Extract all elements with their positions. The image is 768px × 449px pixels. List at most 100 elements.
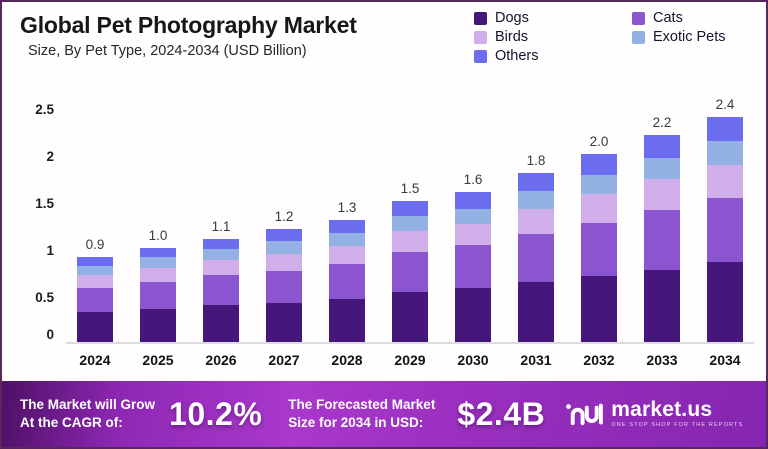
bar-group: 0.9	[72, 237, 118, 342]
bar-total-label: 1.2	[274, 209, 294, 225]
bar-total-label: 1.6	[463, 171, 483, 187]
bar-segment-dogs	[707, 262, 743, 342]
bar-segment-birds	[203, 260, 239, 276]
y-tick-label: 0	[46, 327, 54, 342]
bar-segment-others	[77, 257, 113, 266]
bar-segment-exotic-pets	[77, 265, 113, 276]
header: Global Pet Photography Market Size, By P…	[20, 12, 357, 59]
bar-segment-exotic-pets	[329, 232, 365, 247]
x-axis-tick-label: 2031	[520, 352, 552, 368]
x-axis-tick-label: 2034	[709, 352, 741, 368]
bar-stack	[581, 154, 617, 342]
dogs-swatch-icon	[474, 11, 487, 25]
bar-segment-others	[329, 219, 365, 233]
bar-stack	[140, 248, 176, 342]
bar-total-label: 2.2	[652, 115, 672, 131]
bar-segment-others	[518, 172, 554, 191]
bar-segment-cats	[329, 264, 365, 299]
bar-group: 1.5	[387, 181, 433, 342]
x-axis-tick-label: 2028	[331, 352, 363, 368]
bar-segment-dogs	[203, 305, 239, 342]
y-tick-label: 1.5	[35, 196, 54, 211]
bar-stack	[455, 191, 491, 342]
bar-segment-others	[203, 238, 239, 249]
bar-segment-dogs	[329, 298, 365, 342]
stacked-bar-chart: 0 0.5 1 1.5 2 2.5 0.9 1.0 1.1 1.2 1.3 1.5 1.6 1.8 2.0…	[2, 80, 766, 380]
bar-segment-exotic-pets	[266, 241, 302, 254]
logo-tagline: ONE STOP SHOP FOR THE REPORTS	[611, 422, 744, 429]
x-axis-tick-label: 2029	[394, 352, 426, 368]
bar-segment-others	[644, 135, 680, 158]
legend-item-dogs: Dogs	[474, 10, 632, 26]
bar-segment-cats	[77, 287, 113, 312]
bar-stack	[392, 201, 428, 342]
bar-total-label: 1.1	[211, 218, 231, 234]
bar-segment-exotic-pets	[644, 157, 680, 180]
legend: Dogs Cats Birds Exotic Pets Others	[474, 10, 750, 64]
bar-stack	[707, 116, 743, 342]
logo-text: market.us	[611, 398, 713, 422]
bar-segment-exotic-pets	[203, 248, 239, 261]
legend-item-others: Others	[474, 48, 632, 64]
legend-item-cats: Cats	[632, 10, 750, 26]
bar-segment-cats	[707, 198, 743, 263]
marketus-logo: market.us ONE STOP SHOP FOR THE REPORTS	[565, 399, 743, 429]
bar-stack	[266, 229, 302, 342]
bar-segment-cats	[203, 275, 239, 306]
bar-segment-cats	[266, 270, 302, 303]
page-title: Global Pet Photography Market	[20, 12, 357, 38]
bar-segment-birds	[140, 267, 176, 282]
bar-segment-dogs	[581, 276, 617, 342]
bar-segment-birds	[644, 179, 680, 211]
bar-segment-dogs	[392, 292, 428, 342]
bar-group: 1.2	[261, 209, 307, 342]
bar-total-label: 1.8	[526, 152, 546, 168]
bar-segment-dogs	[140, 309, 176, 342]
bar-segment-others	[140, 248, 176, 258]
bar-group: 1.6	[450, 172, 496, 342]
bar-segment-birds	[266, 253, 302, 271]
bar-segment-exotic-pets	[518, 190, 554, 209]
y-tick-label: 1	[46, 243, 54, 258]
exotic-pets-swatch-icon	[632, 30, 645, 44]
bar-segment-birds	[329, 246, 365, 265]
bar-total-label: 2.4	[715, 96, 735, 112]
bar-segment-others	[581, 154, 617, 175]
bar-segment-dogs	[644, 269, 680, 342]
bar-group: 1.0	[135, 228, 181, 342]
y-axis: 0 0.5 1 1.5 2 2.5	[2, 80, 54, 344]
bar-segment-birds	[392, 231, 428, 252]
legend-label: Dogs	[495, 10, 529, 26]
legend-label: Others	[495, 48, 539, 64]
bar-stack	[329, 219, 365, 342]
bar-segment-birds	[581, 194, 617, 223]
bar-segment-cats	[518, 233, 554, 282]
others-swatch-icon	[474, 49, 487, 63]
plot-area: 0.9 1.0 1.1 1.2 1.3 1.5 1.6 1.8 2.0 2.2 2.4	[66, 80, 754, 344]
bar-segment-cats	[455, 245, 491, 289]
legend-label: Cats	[653, 10, 683, 26]
bar-segment-exotic-pets	[392, 216, 428, 232]
bar-segment-exotic-pets	[140, 257, 176, 268]
bar-group: 2.0	[576, 134, 622, 342]
legend-label: Birds	[495, 29, 529, 45]
legend-item-birds: Birds	[474, 29, 632, 45]
legend-item-exotic-pets: Exotic Pets	[632, 29, 750, 45]
bar-segment-dogs	[266, 302, 302, 342]
x-axis-tick-label: 2030	[457, 352, 489, 368]
bar-group: 1.8	[513, 153, 559, 342]
bar-stack	[518, 172, 554, 342]
legend-label: Exotic Pets	[653, 29, 726, 45]
x-axis-tick-label: 2026	[205, 352, 237, 368]
x-axis-labels: 2024 2025 2026 2027 2028 2029 2030 2031 2032 2033…	[66, 352, 754, 368]
bar-segment-birds	[77, 275, 113, 288]
y-tick-label: 0.5	[35, 290, 54, 305]
page-subtitle: Size, By Pet Type, 2024-2034 (USD Billio…	[28, 43, 307, 59]
bar-segment-birds	[707, 165, 743, 199]
x-axis-tick-label: 2025	[142, 352, 174, 368]
bar-group: 2.4	[702, 97, 748, 342]
bar-segment-dogs	[455, 288, 491, 342]
bar-segment-others	[266, 229, 302, 242]
bar-segment-birds	[518, 208, 554, 234]
